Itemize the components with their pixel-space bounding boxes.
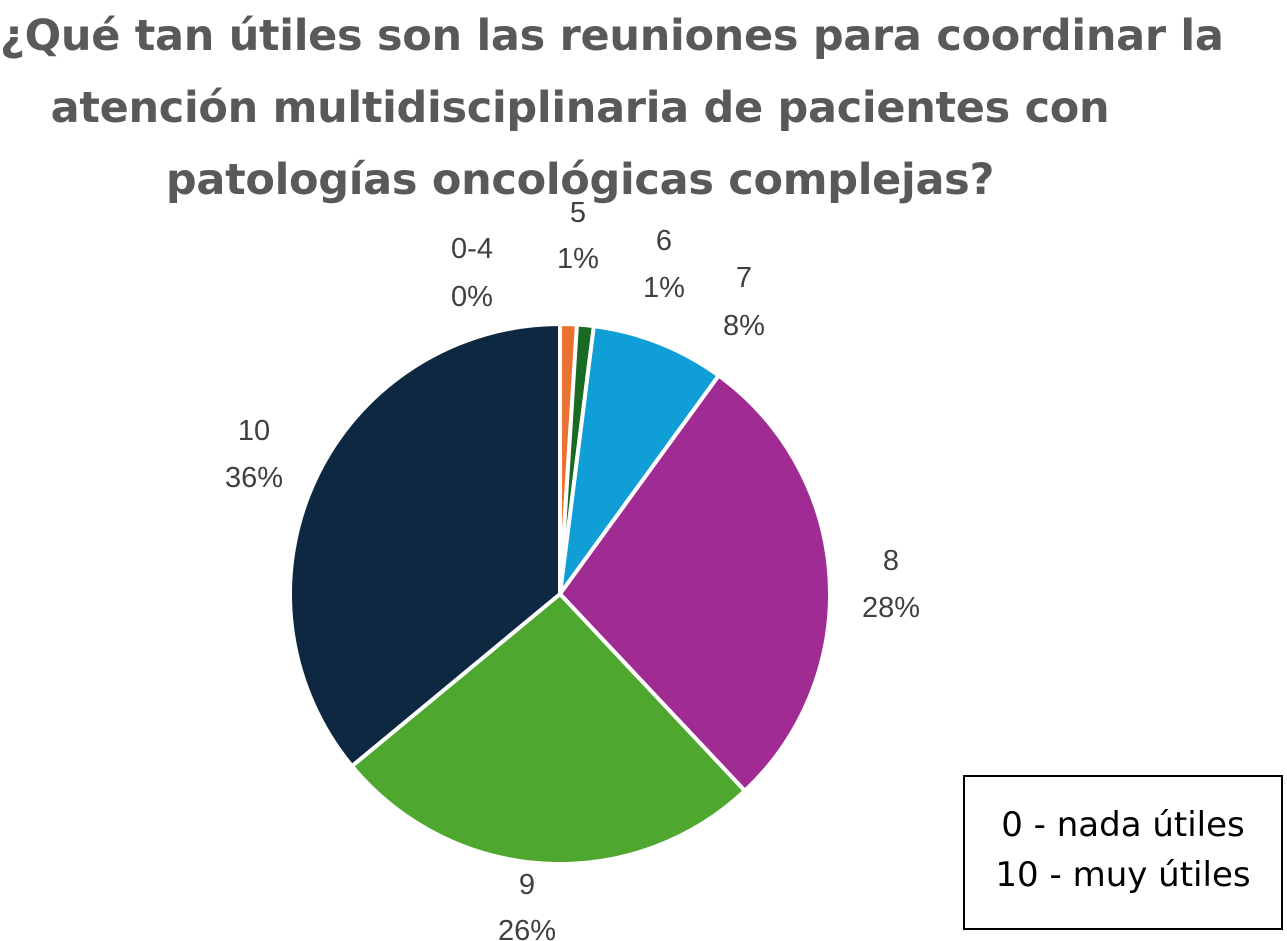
slice-category-label-6: 6: [656, 225, 672, 257]
slice-category-label-9: 9: [519, 869, 535, 901]
chart-title-line-3: patologías oncológicas complejas?: [165, 155, 995, 205]
slice-percent-label-7: 8%: [723, 310, 765, 342]
pie-slice-10: [288, 322, 562, 769]
pie-labels: 0-4 0% 5 1% 6 1% 7 8% 8 28% 9 26% 10 36%: [225, 197, 920, 941]
chart-title: ¿Qué tan útiles son las reuniones para c…: [0, 0, 1224, 216]
chart-title-line-1: ¿Qué tan útiles son las reuniones para c…: [0, 11, 1224, 61]
slice-category-label-0-4: 0-4: [451, 233, 493, 265]
slice-percent-label-8: 28%: [862, 592, 920, 624]
slice-percent-label-9: 26%: [498, 915, 556, 941]
pie-slice-7: [558, 324, 721, 596]
pie-slices: [288, 322, 832, 866]
pie-slice-8: [558, 373, 832, 793]
slice-category-label-5: 5: [570, 197, 586, 229]
slice-category-label-10: 10: [238, 415, 270, 447]
slice-percent-label-6: 1%: [643, 272, 685, 304]
pie-slice-9: [349, 592, 747, 866]
scale-note-min: 0 - nada útiles: [1001, 805, 1245, 845]
scale-note-box: 0 - nada útiles 10 - muy útiles: [963, 775, 1283, 930]
slice-percent-label-10: 36%: [225, 462, 283, 494]
scale-note-max: 10 - muy útiles: [995, 855, 1251, 895]
slice-percent-label-0-4: 0%: [451, 281, 493, 313]
slice-category-label-8: 8: [883, 545, 899, 577]
slice-percent-label-5: 1%: [557, 243, 599, 275]
chart-title-line-2: atención multidisciplinaria de pacientes…: [50, 83, 1110, 133]
slice-category-label-7: 7: [736, 262, 752, 294]
